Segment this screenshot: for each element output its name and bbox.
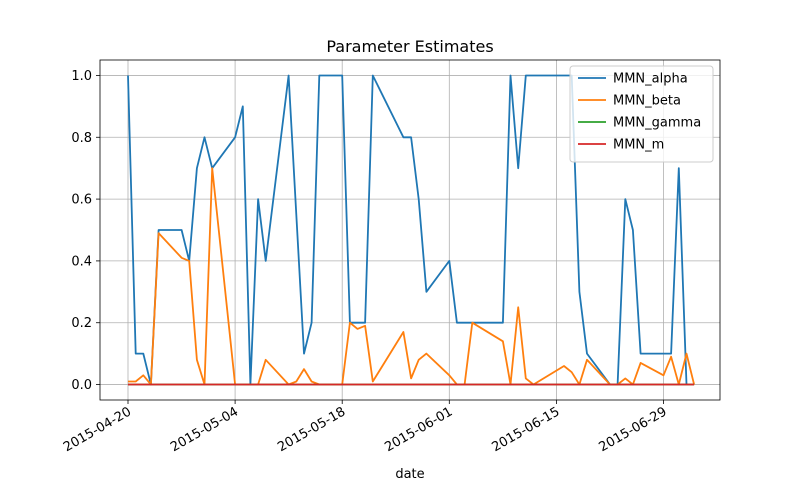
y-tick-label: 0.4 (71, 254, 92, 269)
y-tick-label: 0.2 (71, 316, 92, 331)
legend-label-mmn-beta: MMN_beta (613, 94, 681, 109)
y-tick-label: 0.0 (71, 378, 92, 393)
series-lines (127, 74, 695, 386)
y-tick-label: 0.6 (71, 193, 92, 208)
chart-title: Parameter Estimates (326, 37, 493, 56)
y-tick-label: 0.8 (71, 131, 92, 146)
plot-frame (99, 59, 721, 401)
legend-label-mmn-m: MMN_m (613, 138, 664, 153)
y-tick-label: 1.0 (71, 69, 92, 84)
legend: MMN_alpha MMN_beta MMN_gamma MMN_m (569, 65, 714, 163)
legend-box (569, 65, 714, 163)
grid-lines (100, 60, 720, 400)
legend-label-mmn-gamma: MMN_gamma (613, 116, 701, 131)
x-axis-label: date (395, 467, 424, 482)
legend-label-mmn-alpha: MMN_alpha (613, 72, 688, 87)
